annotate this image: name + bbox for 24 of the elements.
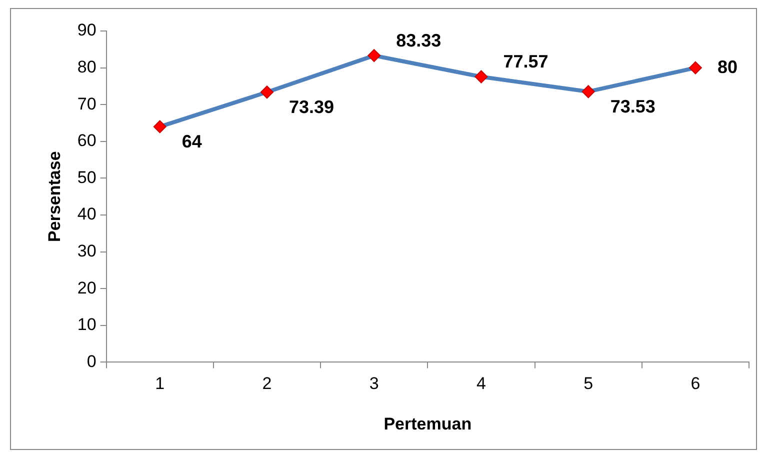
y-tick-label: 90: [77, 20, 96, 40]
y-tick-label: 60: [77, 131, 96, 150]
data-label: 73.53: [610, 96, 656, 117]
data-label: 64: [182, 132, 202, 152]
y-tick-label: 0: [86, 352, 96, 371]
x-tick-label: 3: [369, 374, 379, 394]
y-tick-label: 70: [77, 94, 96, 114]
data-label: 77.57: [503, 52, 548, 72]
y-tick-label: 10: [77, 315, 96, 334]
x-tick-label: 6: [690, 374, 700, 394]
x-axis-title: Pertemuan: [384, 414, 472, 434]
data-label: 80: [717, 56, 738, 77]
x-tick-label: 4: [476, 374, 486, 394]
y-tick-label: 20: [77, 278, 96, 298]
data-label: 73.39: [288, 97, 334, 118]
y-tick-label: 30: [77, 241, 96, 260]
y-tick-label: 40: [77, 204, 96, 224]
y-axis-title: Persentase: [44, 151, 64, 242]
data-label: 83.33: [396, 30, 442, 51]
y-tick-label: 80: [77, 57, 96, 76]
x-tick-label: 2: [262, 374, 272, 394]
x-tick-label: 1: [155, 374, 165, 394]
x-tick-label: 5: [584, 374, 594, 394]
y-tick-label: 50: [77, 168, 96, 187]
